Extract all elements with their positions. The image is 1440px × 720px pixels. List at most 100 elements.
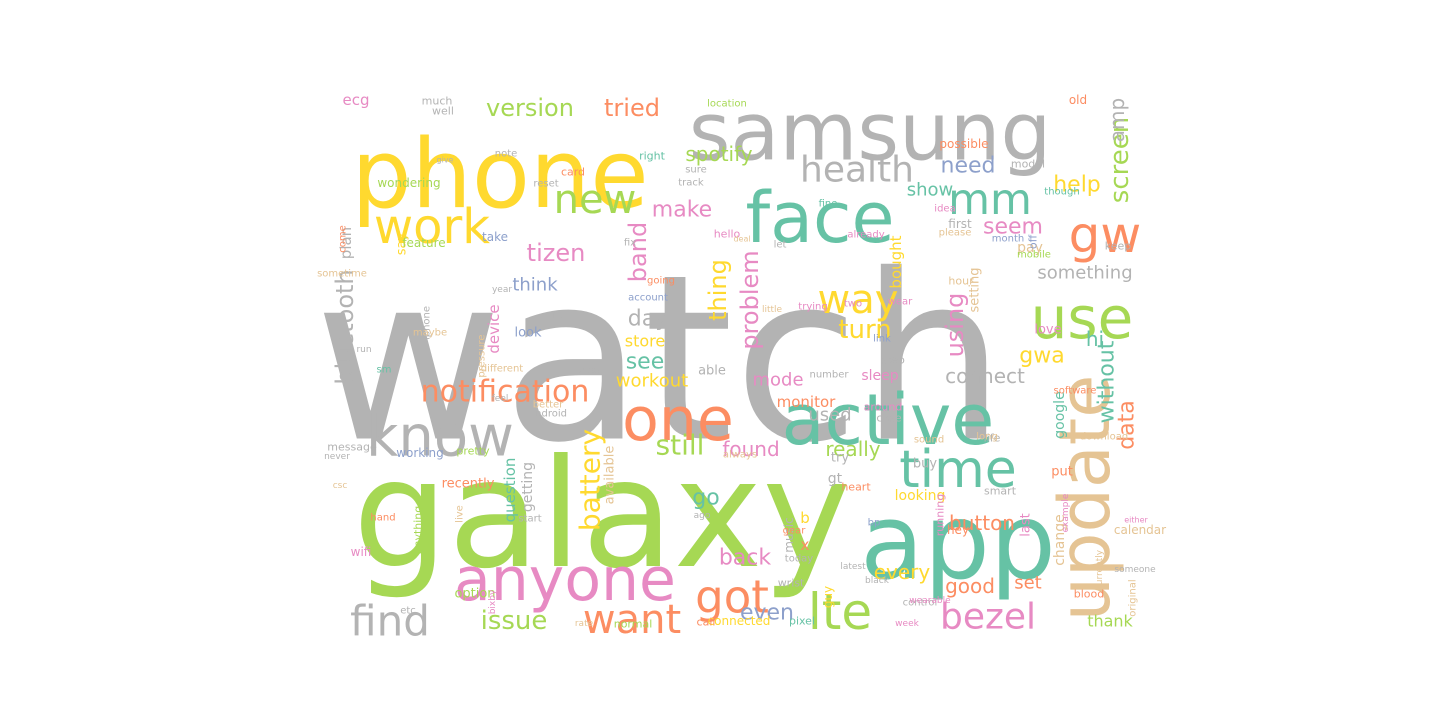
word-link: link: [873, 334, 891, 345]
word-old: old: [1069, 93, 1087, 107]
word-store: store: [625, 332, 665, 351]
word-case: case: [876, 412, 902, 425]
word-bought: bought: [887, 235, 905, 288]
word-someone: someone: [1114, 565, 1156, 575]
word-iphone: iphone: [422, 306, 433, 340]
word-two: two: [844, 299, 862, 310]
word-workout: workout: [616, 371, 688, 392]
word-problem: problem: [736, 250, 764, 349]
word-samsung: samsung: [689, 86, 1052, 179]
word-health: health: [800, 150, 914, 191]
word-last: last: [1019, 513, 1034, 536]
word-go: go: [692, 486, 719, 511]
word-fix: fix: [624, 238, 636, 249]
word-press: press: [576, 366, 600, 376]
word-one: one: [622, 385, 734, 455]
word-b: b: [800, 509, 810, 527]
word-connected: connected: [708, 614, 771, 628]
word-pixel: pixel: [789, 615, 815, 628]
word-button: button: [949, 511, 1015, 535]
word-latest: latest: [840, 562, 866, 572]
word-start: start: [518, 514, 541, 525]
word-make: make: [652, 198, 712, 223]
word-sure: sure: [685, 165, 707, 176]
word-today: today: [785, 554, 814, 565]
word-around: around: [864, 401, 903, 414]
word-always: always: [723, 450, 757, 461]
word-good: good: [945, 574, 995, 598]
word-monitor: monitor: [777, 393, 837, 411]
word-option: option: [454, 587, 495, 602]
word-model: model: [1011, 158, 1045, 171]
word-trying: trying: [798, 302, 827, 313]
word-software: software: [1054, 386, 1097, 397]
word-really: really: [825, 437, 880, 461]
word-pressure: pressure: [477, 334, 488, 377]
word-little: little: [762, 305, 783, 315]
word-looking: looking: [895, 488, 946, 504]
word-need: need: [941, 154, 996, 179]
word-much: much: [422, 95, 453, 108]
word-step: step: [881, 354, 905, 367]
word-getting: getting: [520, 462, 536, 512]
word-blood: blood: [1074, 588, 1104, 601]
word-off: off: [1027, 234, 1040, 249]
word-pay: pay: [1017, 240, 1043, 256]
word-live: live: [455, 505, 466, 523]
word-pretty: pretty: [456, 445, 490, 458]
word-either: either: [1124, 516, 1148, 525]
word-etc: etc: [400, 606, 416, 617]
word-even: even: [740, 601, 794, 626]
word-battery: battery: [574, 429, 607, 531]
word-wear: wear: [888, 297, 913, 308]
word-notification: notification: [421, 375, 590, 410]
word-anyone: anyone: [454, 545, 676, 615]
word-issue: issue: [481, 606, 548, 636]
word-know: know: [366, 405, 514, 470]
word-different: different: [481, 364, 524, 375]
word-come: come: [338, 225, 349, 253]
word-calendar: calendar: [1114, 523, 1166, 537]
word-recently: recently: [442, 477, 495, 492]
word-first: first: [948, 217, 972, 231]
word-band: band: [624, 222, 652, 282]
word-location: location: [707, 99, 747, 110]
word-track: track: [678, 178, 704, 189]
word-used: used: [808, 405, 851, 426]
word-deal: deal: [733, 235, 750, 244]
word-device: device: [485, 304, 503, 353]
word-feel: feel: [492, 394, 509, 404]
word-though: though: [1044, 187, 1079, 198]
word-let: let: [774, 240, 787, 251]
word-android: android: [529, 409, 567, 420]
word-mode: mode: [752, 370, 803, 391]
word-put: put: [1051, 465, 1073, 480]
word-run: run: [356, 345, 371, 355]
word-bluetooth: bluetooth: [331, 269, 359, 384]
word-active: active: [782, 379, 995, 461]
word-currently: currently: [1095, 549, 1105, 590]
word-update: update: [1044, 375, 1126, 622]
word-possible: possible: [939, 137, 988, 151]
word-plan: plan: [337, 227, 355, 259]
word-sound: sound: [914, 435, 944, 446]
word-tried: tried: [604, 94, 660, 122]
word-hour: hour: [948, 275, 974, 288]
word-screen: screen: [1105, 117, 1135, 203]
word-download: download: [1080, 432, 1128, 443]
word-tizen: tizen: [527, 239, 586, 267]
word-gear: gear: [783, 526, 807, 537]
word-music: music: [782, 517, 796, 552]
word-message: message: [327, 441, 377, 454]
word-spotify: spotify: [685, 142, 752, 166]
word-fine: fine: [819, 199, 838, 210]
word-sleep: sleep: [861, 368, 898, 384]
word-never: never: [324, 452, 350, 462]
word-found: found: [722, 437, 779, 461]
word-hand: hand: [370, 513, 395, 524]
word-look: look: [514, 326, 542, 341]
word-lte: lte: [808, 583, 872, 641]
word-gw: gw: [1069, 206, 1142, 264]
word-black: black: [865, 576, 890, 586]
